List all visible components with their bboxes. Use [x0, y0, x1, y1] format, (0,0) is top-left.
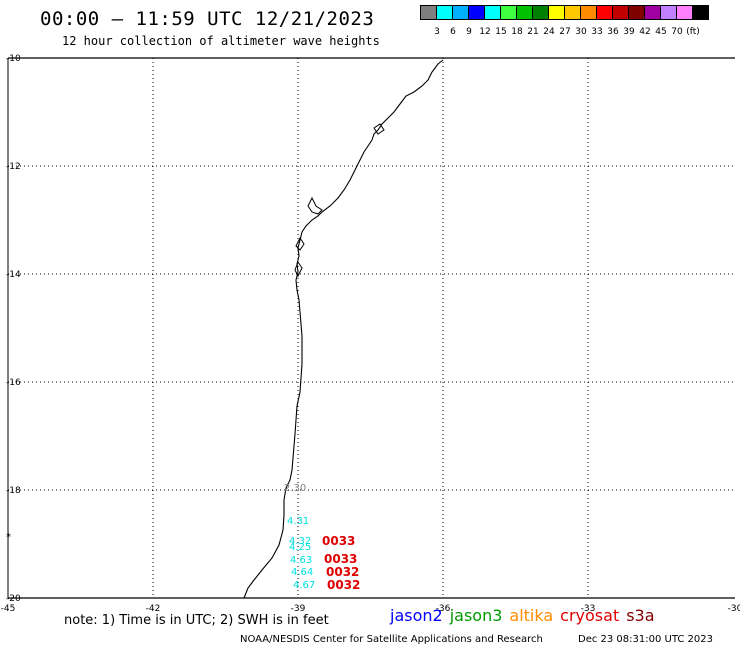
wave-height-label: 4.64	[291, 567, 313, 578]
longitude-labels: -45 -42 -39 -36 -33 -30	[1, 604, 740, 614]
longitude-label: -30	[728, 604, 740, 614]
satellite-legend-item: s3a	[626, 606, 655, 625]
longitude-label: -33	[581, 604, 596, 614]
scale-label: 6	[450, 27, 456, 37]
longitude-label: -45	[1, 604, 16, 614]
latitude-label: -18	[6, 486, 21, 496]
scale-label: 21	[527, 27, 539, 37]
scale-label: (ft)	[686, 27, 700, 37]
latitude-label: -14	[6, 270, 21, 280]
longitude-label: -42	[146, 604, 161, 614]
brazil-coastline	[243, 59, 444, 599]
scale-label: 39	[623, 27, 635, 37]
pass-time-label: 0033	[324, 552, 357, 566]
wave-height-label: 4.32	[289, 536, 311, 547]
satellite-legend-item: jason2	[390, 606, 443, 625]
coast-marker: *	[6, 532, 11, 543]
scale-label: 3	[434, 27, 440, 37]
scale-label: 15	[495, 27, 507, 37]
page-title: 00:00 – 11:59 UTC 12/21/2023	[40, 8, 375, 30]
satellite-legend-item: altika	[509, 606, 554, 625]
scale-label: 27	[559, 27, 571, 37]
pass-time-label: 0032	[326, 565, 359, 579]
scale-label: 45	[655, 27, 667, 37]
longitude-label: -36	[436, 604, 451, 614]
color-scale-legend: 3 6 9 12 15 18 21 24 27 30 33 36 39 42 45 70 (ft)	[420, 5, 709, 37]
scale-swatch	[692, 5, 709, 20]
scale-label: 36	[607, 27, 619, 37]
scale-label: 70	[671, 27, 683, 37]
wave-height-label: 2.30	[284, 483, 306, 494]
satellite-legend-item: cryosat	[560, 606, 620, 625]
pass-time-label: 0033	[322, 534, 355, 548]
satellite-legend-item: jason3	[449, 606, 503, 625]
latitude-labels: -10 -12 -14 -16 -18 -20	[6, 54, 21, 604]
wave-height-label: 4.25	[289, 542, 311, 553]
wave-height-labels: 2.30 4.31 4.324.25 4.634.64 4.67	[284, 483, 315, 591]
scale-label: 9	[466, 27, 472, 37]
longitude-label: -39	[291, 604, 306, 614]
satellite-legend: jason2 jason3 altika cryosat s3a	[390, 606, 662, 625]
latitude-label: -16	[6, 378, 21, 388]
scale-label: 18	[511, 27, 523, 37]
wave-height-label: 4.67	[293, 580, 315, 591]
credit-text: NOAA/NESDIS Center for Satellite Applica…	[240, 634, 543, 645]
wave-height-label: 4.63	[290, 555, 312, 566]
scale-label: 12	[479, 27, 491, 37]
scale-label: 24	[543, 27, 555, 37]
wave-height-label: 4.31	[287, 516, 309, 527]
latitude-label: -20	[6, 594, 21, 604]
pass-time-label: 0032	[327, 578, 360, 592]
longitude-gridlines	[152, 58, 589, 598]
page-subtitle: 12 hour collection of altimeter wave hei…	[62, 34, 380, 48]
generation-timestamp: Dec 23 08:31:00 UTC 2023	[578, 634, 713, 645]
latitude-label: -12	[6, 162, 21, 172]
scale-label: 33	[591, 27, 603, 37]
bay-detail	[294, 123, 385, 278]
latitude-gridlines	[8, 165, 735, 491]
scale-label: 42	[639, 27, 651, 37]
scale-label: 30	[575, 27, 587, 37]
units-note: note: 1) Time is in UTC; 2) SWH is in fe…	[64, 613, 329, 628]
latitude-label: -10	[6, 54, 21, 64]
